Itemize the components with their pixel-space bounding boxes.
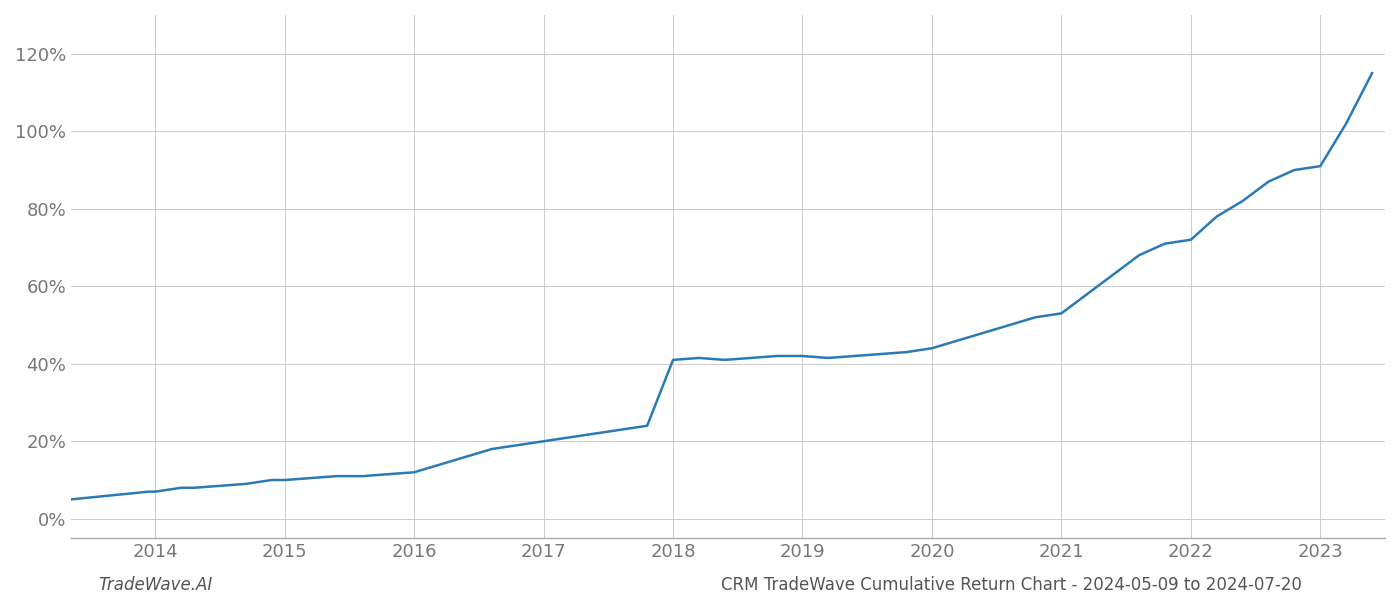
Text: TradeWave.AI: TradeWave.AI xyxy=(98,576,213,594)
Text: CRM TradeWave Cumulative Return Chart - 2024-05-09 to 2024-07-20: CRM TradeWave Cumulative Return Chart - … xyxy=(721,576,1302,594)
